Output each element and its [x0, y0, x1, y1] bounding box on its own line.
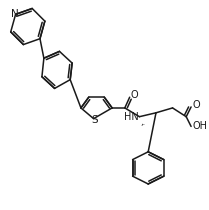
Text: S: S	[91, 115, 98, 125]
Text: N: N	[11, 9, 19, 19]
Text: HN: HN	[124, 112, 138, 122]
Text: ,.: ,.	[140, 118, 146, 127]
Text: O: O	[131, 90, 138, 100]
Text: O: O	[192, 100, 200, 110]
Text: OH: OH	[192, 121, 207, 131]
